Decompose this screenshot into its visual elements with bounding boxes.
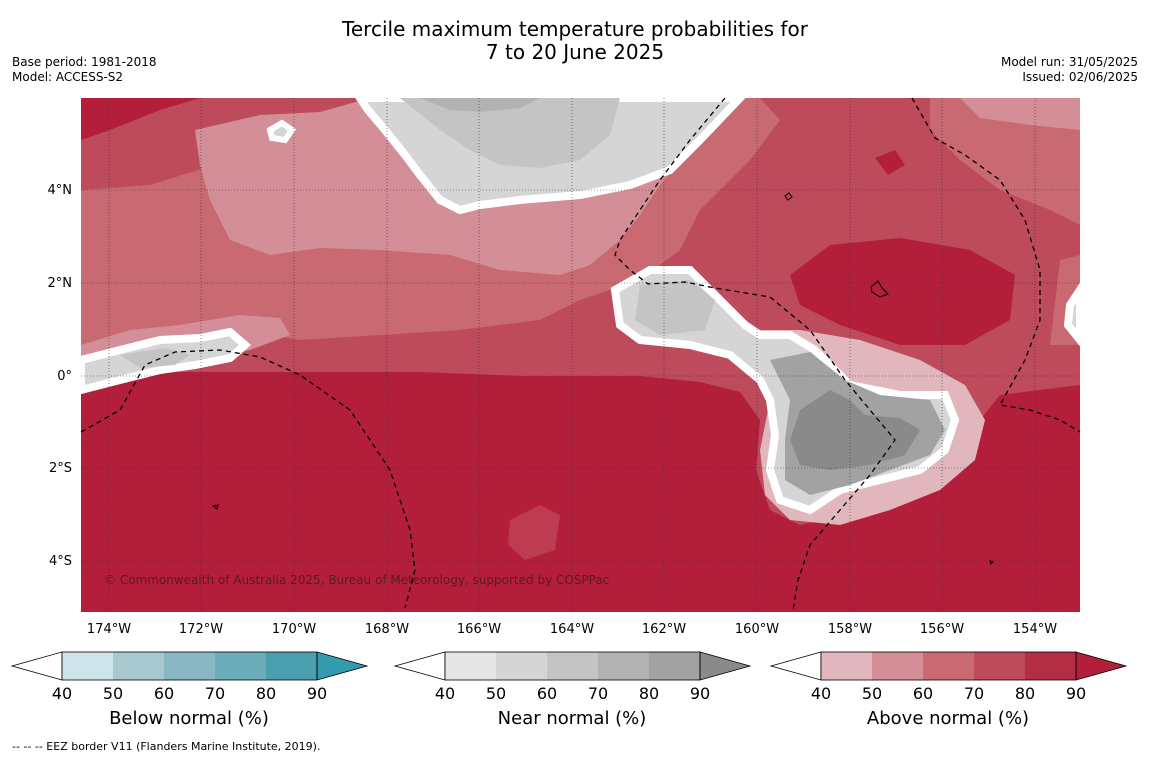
lat-label-2n: 2°N xyxy=(47,276,73,291)
cb-below-tick-90: 90 xyxy=(306,684,328,703)
cb-below-tick-70: 70 xyxy=(204,684,226,703)
model-run: Model run: 31/05/2025 xyxy=(1000,55,1138,69)
lat-label-4n: 4°N xyxy=(47,183,73,198)
lon-label-166w: 166°W xyxy=(456,622,502,637)
title-line-2: 7 to 20 June 2025 xyxy=(485,40,665,64)
field-above-60-ne xyxy=(960,98,1080,130)
field-near-center-90 xyxy=(790,390,920,470)
field-above-70-ne xyxy=(930,98,1080,225)
cb-near-title: Near normal (%) xyxy=(497,708,647,729)
cb-above-tick-60: 60 xyxy=(912,684,934,703)
cb-below-arrow-left xyxy=(10,651,63,681)
field-near-north-70 xyxy=(400,98,620,168)
eez-footnote: -- -- -- EEZ border V11 (Flanders Marine… xyxy=(12,740,321,753)
lat-label-2s: 2°S xyxy=(48,461,72,476)
lon-label-168w: 168°W xyxy=(364,622,410,637)
cb-above-tick-90: 90 xyxy=(1065,684,1087,703)
cb-below-tick-80: 80 xyxy=(255,684,277,703)
cb-above-tick-70: 70 xyxy=(963,684,985,703)
cb-near-tick-90: 90 xyxy=(689,684,711,703)
cb-below-seg-5 xyxy=(266,652,317,680)
cb-near-seg-4 xyxy=(598,652,649,680)
copyright-notice: © Commonwealth of Australia 2025, Bureau… xyxy=(104,573,610,587)
base-period: Base period: 1981-2018 xyxy=(12,55,157,69)
cb-near-tick-80: 80 xyxy=(638,684,660,703)
lon-label-174w: 174°W xyxy=(86,622,132,637)
colorbar-above-normal xyxy=(769,651,1128,681)
cb-above-seg-1 xyxy=(821,652,872,680)
cb-above-arrow-left xyxy=(769,651,822,681)
colorbar-near-normal xyxy=(393,651,752,681)
field-above-90-east xyxy=(790,238,1015,345)
map-fill-layers xyxy=(81,98,1080,612)
cb-above-title: Above normal (%) xyxy=(866,708,1030,729)
meta-right: Model run: 31/05/2025 Issued: 02/06/2025 xyxy=(1001,55,1138,85)
cb-near-seg-5 xyxy=(649,652,700,680)
eez-borders xyxy=(80,97,1081,611)
lon-label-162w: 162°W xyxy=(641,622,687,637)
cb-near-seg-2 xyxy=(496,652,547,680)
chart-title: Tercile maximum temperature probabilitie… xyxy=(0,18,1150,64)
field-above-80-south-pocket xyxy=(508,505,560,560)
cb-near-seg-3 xyxy=(547,652,598,680)
cb-above-seg-4 xyxy=(974,652,1025,680)
field-above-90-ne-spot xyxy=(875,150,905,175)
cb-above-seg-2 xyxy=(872,652,923,680)
lon-label-164w: 164°W xyxy=(549,622,595,637)
field-near-east-edge xyxy=(1063,282,1080,347)
title-line-1: Tercile maximum temperature probabilitie… xyxy=(342,17,808,41)
lat-label-0: 0° xyxy=(57,369,72,384)
cb-near-seg-1 xyxy=(445,652,496,680)
cb-below-tick-50: 50 xyxy=(102,684,124,703)
field-near-north-80 xyxy=(420,98,540,112)
cb-above-tick-80: 80 xyxy=(1014,684,1036,703)
cb-below-tick-40: 40 xyxy=(51,684,73,703)
cb-below-seg-3 xyxy=(164,652,215,680)
cb-near-tick-40: 40 xyxy=(434,684,456,703)
cb-near-arrow-right xyxy=(699,651,752,681)
lon-label-156w: 156°W xyxy=(919,622,965,637)
cb-below-title: Below normal (%) xyxy=(109,708,269,729)
field-near-small-island xyxy=(266,119,297,144)
cb-above-seg-5 xyxy=(1025,652,1076,680)
cb-below-arrow-right xyxy=(316,651,369,681)
field-near-center-70 xyxy=(635,280,715,335)
cb-below-seg-4 xyxy=(215,652,266,680)
cb-above-seg-3 xyxy=(923,652,974,680)
cb-below-seg-2 xyxy=(113,652,164,680)
islands xyxy=(211,192,994,565)
lon-label-160w: 160°W xyxy=(734,622,780,637)
issued-date: Issued: 02/06/2025 xyxy=(1022,70,1138,84)
colorbar-below-normal xyxy=(10,651,369,681)
cb-below-seg-1 xyxy=(62,652,113,680)
model-name: Model: ACCESS-S2 xyxy=(12,70,124,84)
lon-label-158w: 158°W xyxy=(827,622,873,637)
lon-label-172w: 172°W xyxy=(178,622,224,637)
cb-near-tick-60: 60 xyxy=(536,684,558,703)
cb-above-arrow-right xyxy=(1075,651,1128,681)
lon-label-170w: 170°W xyxy=(271,622,317,637)
lat-label-4s: 4°S xyxy=(48,554,72,569)
lon-label-154w: 154°W xyxy=(1012,622,1058,637)
cb-above-tick-40: 40 xyxy=(810,684,832,703)
meta-left: Base period: 1981-2018 Model: ACCESS-S2 xyxy=(12,55,157,85)
cb-above-tick-50: 50 xyxy=(861,684,883,703)
cb-below-tick-60: 60 xyxy=(153,684,175,703)
cb-near-arrow-left xyxy=(393,651,446,681)
field-above-90-nw xyxy=(81,98,200,140)
cb-near-tick-70: 70 xyxy=(587,684,609,703)
field-above-90-south xyxy=(81,372,1080,612)
cb-near-tick-50: 50 xyxy=(485,684,507,703)
